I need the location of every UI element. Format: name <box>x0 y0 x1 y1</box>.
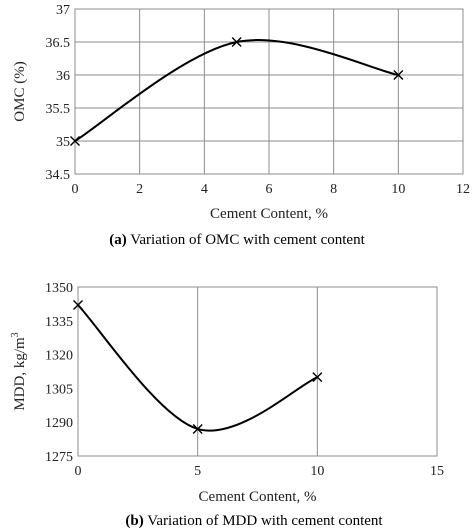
b-data-point-0 <box>73 300 83 311</box>
b-data-point-1 <box>192 423 203 434</box>
chart-b-caption-text: Variation of MDD with cement content <box>144 513 384 529</box>
a-y-tick-label-1: 35 <box>56 135 70 150</box>
b-plot-frame <box>77 286 438 457</box>
a-data-point-1 <box>231 37 242 47</box>
chart-a-caption-text: Variation of OMC with cement content <box>127 232 366 248</box>
chart-b-y-tick-labels: 1275 1290 1305 1320 1335 1350 <box>45 281 73 465</box>
a-data-point-0 <box>70 136 80 146</box>
chart-b-grid <box>77 286 438 457</box>
a-x-tick-label-2: 4 <box>201 182 208 197</box>
a-series-line <box>74 39 399 142</box>
b-y-tick-label-1: 1290 <box>45 416 73 431</box>
chart-b-y-axis-title-sup: 3 <box>10 332 21 337</box>
chart-a-y-tick-labels: 34.5 35 35.5 36 36.5 37 <box>46 3 71 183</box>
chart-b-x-axis-title: Cement Content, % <box>199 489 317 505</box>
a-data-point-2 <box>393 70 404 80</box>
chart-b-y-axis-title-text: MDD, kg/m <box>12 337 28 411</box>
a-x-tick-label-3: 6 <box>266 182 273 197</box>
b-x-tick-label-0: 0 <box>75 464 82 479</box>
chart-b-x-tick-labels: 0 5 10 15 <box>75 464 445 479</box>
chart-b: 0 5 10 15 1275 1290 1305 1320 1335 1350 Cement C… <box>10 281 444 529</box>
a-x-tick-label-0: 0 <box>72 182 79 197</box>
chart-a: 0 2 4 6 8 10 12 34.5 35 35.5 36 36.5 37 Cement Cont… <box>12 3 470 248</box>
chart-b-markers <box>73 300 323 434</box>
chart-a-grid <box>74 8 464 175</box>
chart-b-y-axis-title: MDD, kg/m3 <box>10 332 28 410</box>
b-y-tick-label-2: 1305 <box>45 382 73 397</box>
a-x-tick-label-4: 8 <box>330 182 337 197</box>
a-y-tick-label-2: 35.5 <box>46 102 71 117</box>
a-y-tick-label-4: 36.5 <box>46 36 71 51</box>
b-x-tick-label-2: 10 <box>310 464 324 479</box>
chart-b-caption: (b) Variation of MDD with cement content <box>125 513 383 529</box>
a-plot-frame <box>74 8 464 175</box>
a-y-tick-label-0: 34.5 <box>46 168 71 183</box>
b-x-tick-label-3: 15 <box>430 464 444 479</box>
chart-a-caption-label: (a) <box>109 232 127 248</box>
chart-a-x-tick-labels: 0 2 4 6 8 10 12 <box>72 182 471 197</box>
b-x-tick-label-1: 5 <box>194 464 201 479</box>
b-y-tick-label-4: 1335 <box>45 315 73 330</box>
chart-b-caption-label: (b) <box>125 513 143 529</box>
a-x-tick-label-1: 2 <box>136 182 143 197</box>
chart-a-series <box>74 39 399 142</box>
chart-a-x-axis-title: Cement Content, % <box>210 206 328 222</box>
b-y-tick-label-3: 1320 <box>45 349 73 364</box>
chart-a-y-axis-title: OMC (%) <box>12 61 28 121</box>
a-y-tick-label-3: 36 <box>56 69 70 84</box>
b-data-point-2 <box>312 372 323 383</box>
a-y-tick-label-5: 37 <box>56 3 70 18</box>
chart-a-markers <box>70 37 404 146</box>
a-x-tick-label-5: 10 <box>391 182 405 197</box>
b-y-tick-label-5: 1350 <box>45 281 73 296</box>
chart-a-caption: (a) Variation of OMC with cement content <box>109 232 365 248</box>
b-y-tick-label-0: 1275 <box>45 450 73 465</box>
a-x-tick-label-6: 12 <box>456 182 470 197</box>
